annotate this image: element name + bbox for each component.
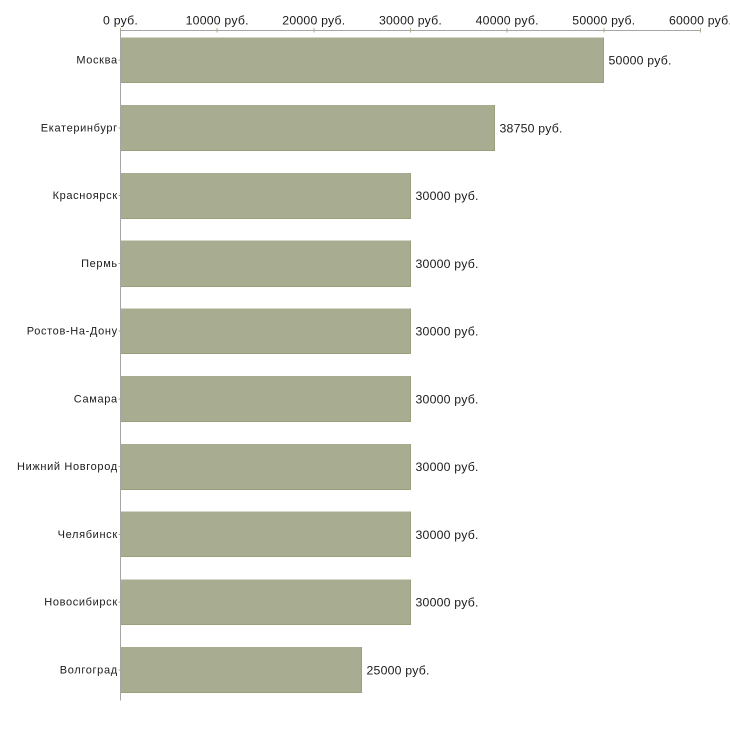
svg-text:Пермь: Пермь bbox=[81, 258, 118, 270]
svg-text:Челябинск: Челябинск bbox=[58, 529, 118, 541]
svg-text:30000 руб.: 30000 руб. bbox=[416, 596, 479, 610]
svg-text:50000 руб.: 50000 руб. bbox=[572, 13, 635, 27]
svg-text:38750 руб.: 38750 руб. bbox=[500, 121, 563, 135]
svg-text:20000 руб.: 20000 руб. bbox=[282, 13, 345, 27]
svg-text:30000 руб.: 30000 руб. bbox=[416, 189, 479, 203]
svg-text:Новосибирск: Новосибирск bbox=[44, 597, 118, 609]
svg-text:30000 руб.: 30000 руб. bbox=[416, 460, 479, 474]
svg-text:0 руб.: 0 руб. bbox=[103, 13, 138, 27]
svg-text:30000 руб.: 30000 руб. bbox=[416, 325, 479, 339]
svg-text:Екатеринбург: Екатеринбург bbox=[41, 122, 118, 134]
svg-text:60000 руб.: 60000 руб. bbox=[669, 13, 730, 27]
svg-text:Красноярск: Красноярск bbox=[53, 190, 118, 202]
svg-text:30000 руб.: 30000 руб. bbox=[416, 257, 479, 271]
svg-text:Самара: Самара bbox=[74, 393, 118, 405]
svg-text:Ростов-На-Дону: Ростов-На-Дону bbox=[27, 326, 118, 338]
svg-text:30000 руб.: 30000 руб. bbox=[379, 13, 442, 27]
svg-text:Волгоград: Волгоград bbox=[60, 664, 118, 676]
svg-text:40000 руб.: 40000 руб. bbox=[476, 13, 539, 27]
svg-text:Москва: Москва bbox=[76, 55, 118, 67]
svg-text:Нижний Новгород: Нижний Новгород bbox=[17, 461, 118, 473]
svg-text:30000 руб.: 30000 руб. bbox=[416, 528, 479, 542]
svg-text:25000 руб.: 25000 руб. bbox=[367, 663, 430, 677]
svg-text:50000 руб.: 50000 руб. bbox=[609, 54, 672, 68]
svg-text:10000 руб.: 10000 руб. bbox=[186, 13, 249, 27]
svg-text:30000 руб.: 30000 руб. bbox=[416, 392, 479, 406]
